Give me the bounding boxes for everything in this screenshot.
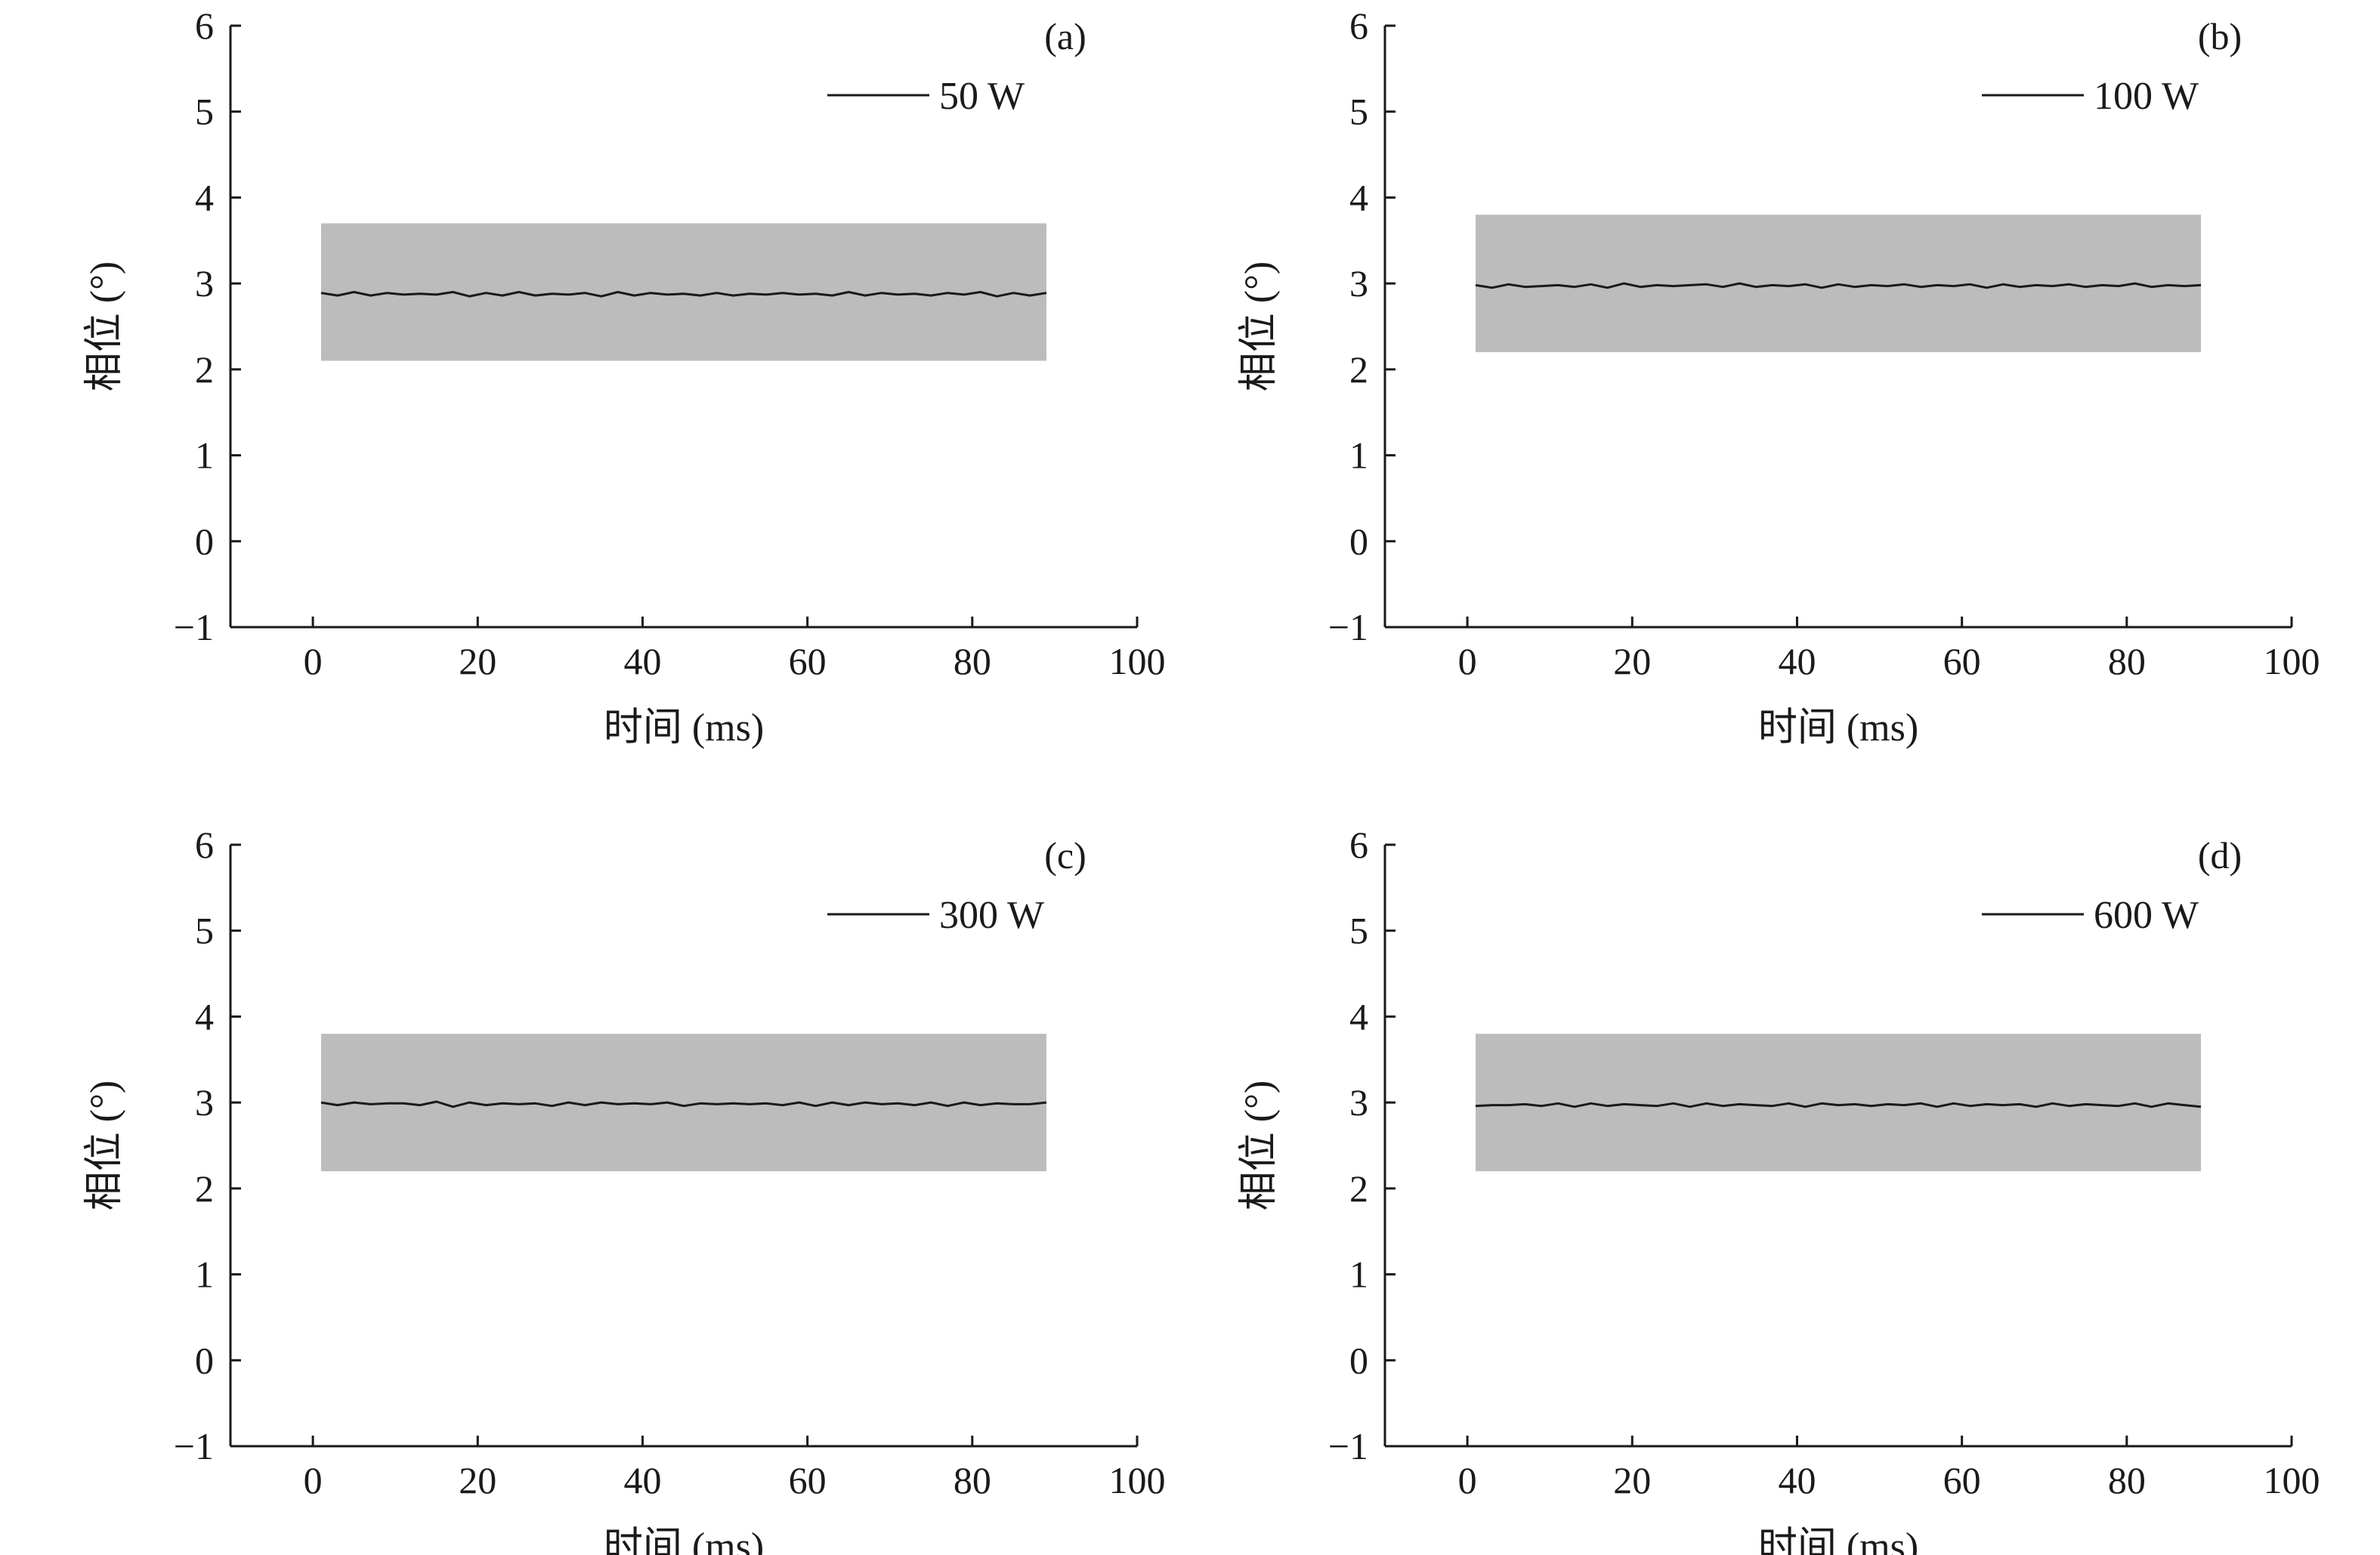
legend-label: 300 W <box>939 894 1044 937</box>
x-tick-label: 0 <box>304 640 323 682</box>
y-tick-label: 5 <box>195 910 214 952</box>
y-tick-label: 1 <box>1349 434 1368 477</box>
x-tick-label: 60 <box>1943 640 1981 682</box>
y-tick-label: 4 <box>195 176 214 218</box>
x-tick-label: 40 <box>1778 1459 1816 1501</box>
x-axis-title: 时间 (ms) <box>1758 706 1918 750</box>
x-tick-label: 80 <box>954 1459 991 1501</box>
y-tick-label: 2 <box>195 1167 214 1210</box>
series-line <box>1475 282 2202 289</box>
x-tick-label: 100 <box>1109 640 1166 682</box>
y-tick-label: 4 <box>1349 995 1368 1037</box>
shaded-band <box>321 223 1046 361</box>
panel-label: (d) <box>2198 834 2242 876</box>
y-tick-label: 0 <box>1349 520 1368 562</box>
y-axis-title: 相位 (°) <box>83 1080 126 1210</box>
x-tick-label: 40 <box>1778 640 1816 682</box>
x-tick-label: 0 <box>1458 1459 1477 1501</box>
y-tick-label: 2 <box>1349 1167 1368 1210</box>
y-tick-label: 1 <box>1349 1254 1368 1296</box>
series-line <box>1475 1102 2202 1108</box>
x-tick-label: 20 <box>1613 640 1651 682</box>
legend-label: 100 W <box>2094 75 2199 118</box>
y-tick-label: 5 <box>1349 91 1368 133</box>
shaded-band <box>1476 1034 2201 1172</box>
y-tick-label: 0 <box>195 520 214 562</box>
x-tick-label: 100 <box>1109 1459 1166 1501</box>
x-tick-label: 60 <box>789 1459 827 1501</box>
y-tick-label: −1 <box>174 606 214 648</box>
x-tick-label: 80 <box>2108 640 2146 682</box>
x-tick-label: 100 <box>2264 1459 2320 1501</box>
y-tick-label: −1 <box>174 1425 214 1467</box>
x-axis-title: 时间 (ms) <box>604 1526 764 1555</box>
y-tick-label: 0 <box>1349 1339 1368 1381</box>
y-tick-label: 6 <box>195 824 214 866</box>
x-tick-label: 20 <box>459 640 496 682</box>
y-tick-label: 5 <box>195 91 214 133</box>
y-tick-label: 6 <box>1349 5 1368 47</box>
y-axis-title: 相位 (°) <box>1238 1080 1281 1210</box>
y-tick-label: 3 <box>195 1081 214 1124</box>
y-axis-title: 相位 (°) <box>1238 261 1281 391</box>
y-tick-label: −1 <box>1328 606 1368 648</box>
x-tick-label: 60 <box>1943 1459 1981 1501</box>
y-tick-label: 4 <box>195 995 214 1037</box>
x-axis-title: 时间 (ms) <box>604 706 764 750</box>
x-tick-label: 40 <box>623 1459 661 1501</box>
x-tick-label: 0 <box>304 1459 323 1501</box>
x-tick-label: 80 <box>954 640 991 682</box>
y-tick-label: 5 <box>1349 910 1368 952</box>
x-tick-label: 60 <box>789 640 827 682</box>
y-tick-label: 6 <box>1349 824 1368 866</box>
y-tick-label: 3 <box>195 262 214 305</box>
y-tick-label: −1 <box>1328 1425 1368 1467</box>
series-line <box>320 1100 1047 1108</box>
y-tick-label: 4 <box>1349 176 1368 218</box>
y-tick-label: 2 <box>195 348 214 391</box>
y-tick-label: 3 <box>1349 1081 1368 1124</box>
x-tick-label: 20 <box>459 1459 496 1501</box>
y-tick-label: 2 <box>1349 348 1368 391</box>
y-tick-label: 6 <box>195 5 214 47</box>
panel-label: (a) <box>1044 15 1086 57</box>
x-tick-label: 40 <box>623 640 661 682</box>
legend-label: 600 W <box>2094 894 2199 937</box>
x-tick-label: 20 <box>1613 1459 1651 1501</box>
y-tick-label: 1 <box>195 1254 214 1296</box>
panel-label: (b) <box>2198 15 2242 57</box>
x-tick-label: 100 <box>2264 640 2320 682</box>
y-tick-label: 0 <box>195 1339 214 1381</box>
panel-label: (c) <box>1044 834 1086 876</box>
x-tick-label: 80 <box>2108 1459 2146 1501</box>
y-axis-title: 相位 (°) <box>83 261 126 391</box>
series-line <box>320 291 1047 298</box>
y-tick-label: 3 <box>1349 262 1368 305</box>
x-axis-title: 时间 (ms) <box>1758 1526 1918 1555</box>
x-tick-label: 0 <box>1458 640 1477 682</box>
y-tick-label: 1 <box>195 434 214 477</box>
legend-label: 50 W <box>939 75 1025 118</box>
